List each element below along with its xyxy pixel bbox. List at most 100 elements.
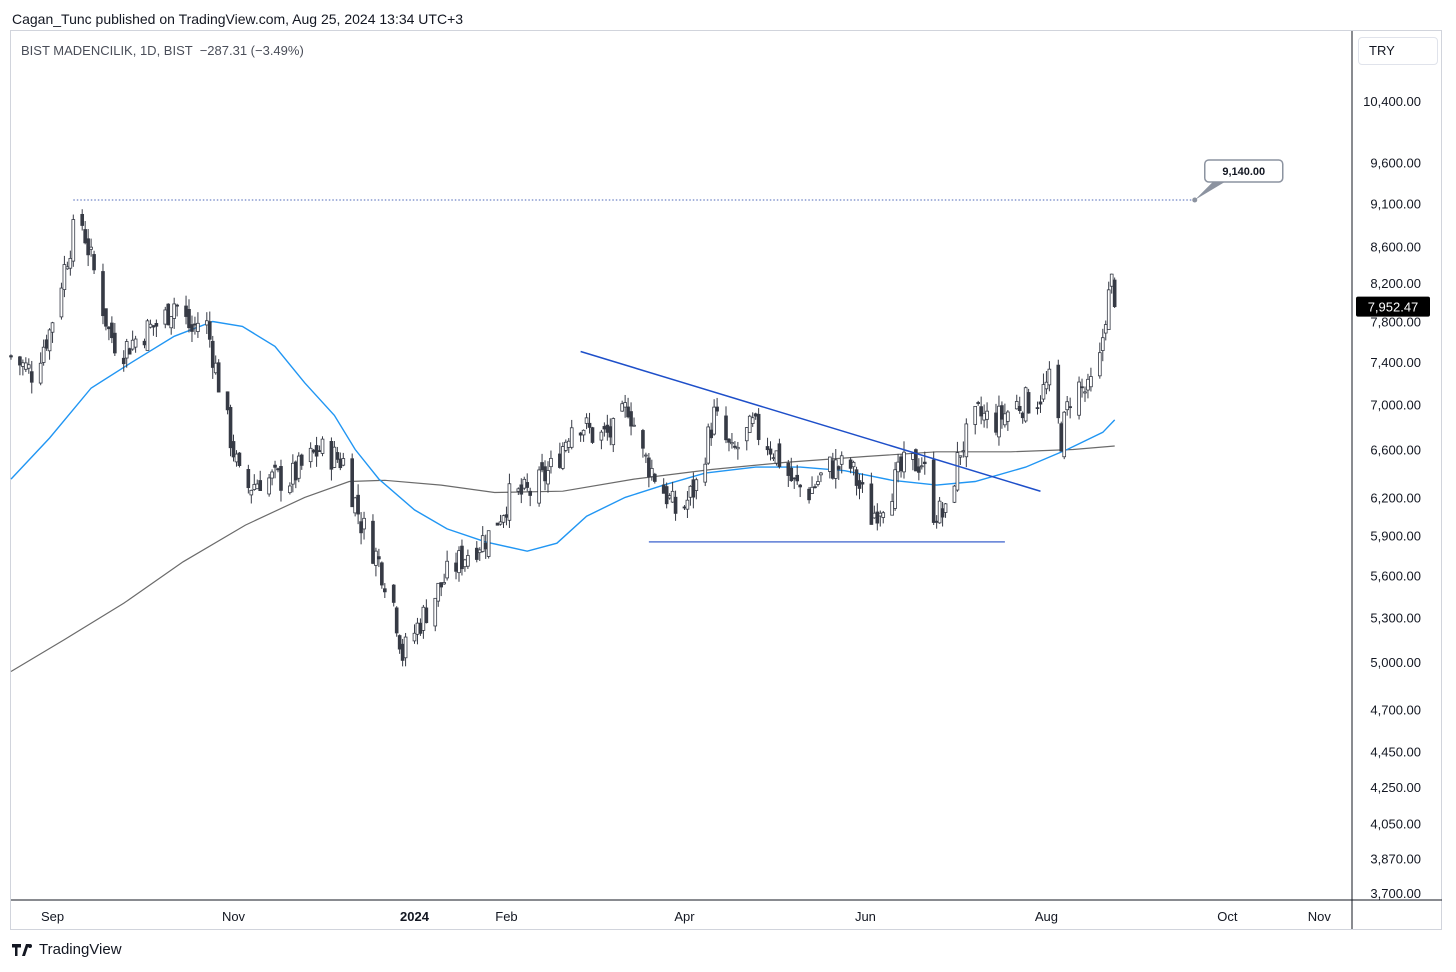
candle-body [124,341,129,359]
candle [857,474,862,500]
candle [400,638,405,667]
candle [854,466,859,496]
candle-body [424,607,429,624]
candle [483,534,488,559]
candle [920,457,924,470]
candle-body [341,458,346,466]
candle-body [329,441,334,470]
candle-body [982,412,986,421]
candle [391,584,396,607]
candle-body [795,474,800,482]
candle-body [902,451,906,473]
brand-label: TradingView [39,941,122,958]
currency-selector[interactable]: TRY [1358,37,1438,65]
candle-body [29,371,34,383]
candle [172,297,176,329]
candle-body [187,308,191,329]
candle-body [86,238,90,256]
candle-body [362,517,366,530]
candle [454,552,458,580]
candle [457,546,461,582]
candle-body [231,441,236,458]
candle-body [997,405,1001,438]
candle-body [626,406,630,418]
candle [276,467,280,473]
candle-body [943,503,948,513]
candle [68,250,73,276]
candle [1056,359,1061,424]
candle-body [148,323,153,328]
candle [961,441,966,458]
candle-body [207,321,212,340]
candle [584,413,589,430]
candle-body [917,466,921,473]
candle [279,459,283,502]
candle [38,352,43,386]
candle-body [403,636,408,659]
candle [44,334,49,351]
candle-body [839,455,844,465]
x-tick-label: 2024 [400,909,430,924]
candle [418,618,423,636]
candle-body [744,427,749,442]
candle-body [252,484,257,490]
candle-body [151,325,156,328]
symbol-legend: BIST MADENCILIK, 1D, BIST −287.31 (−3.49… [21,43,304,58]
candle [474,541,479,563]
candle-body [519,484,524,495]
candle [623,394,627,418]
candle [362,511,366,540]
candle-body [733,445,737,448]
last-price-label: 7,952.47 [1368,300,1419,315]
candle-body [703,463,708,483]
y-tick-label: 9,100.00 [1370,196,1421,211]
candle [21,359,25,376]
candle [356,484,360,525]
candle-body [828,456,832,472]
candle [774,450,779,466]
candle [896,453,900,483]
candle [121,350,126,372]
candle [1083,386,1087,402]
candle [501,514,506,528]
candle-body [317,450,322,452]
candle-body [810,486,814,494]
y-tick-label: 9,600.00 [1370,155,1421,170]
candle [810,476,814,494]
candle [308,442,313,468]
candle-body [359,521,363,534]
candle [47,328,52,360]
candle-body [979,406,983,417]
candle [113,322,117,356]
candle-body [934,520,939,523]
candle-body [483,542,488,550]
candle-body [21,362,25,367]
candle [786,459,791,487]
candle-body [83,229,87,244]
y-tick-label: 4,450.00 [1370,745,1421,760]
candle [169,316,174,335]
candle-body [127,348,132,355]
candle [50,321,55,343]
candle [498,514,503,526]
y-tick-label: 7,400.00 [1370,355,1421,370]
candle-body [18,356,22,366]
candle-body [623,402,627,408]
candle [65,261,70,270]
candle [730,432,734,449]
candle [561,442,565,471]
candle-body [587,422,592,428]
candle-body [647,457,651,478]
candle-body [121,357,126,365]
candle [914,448,918,472]
candle [828,456,832,479]
candle-body [872,512,877,519]
candle-body [133,338,138,348]
candle [673,490,678,521]
candle [795,464,800,485]
candle [632,417,636,427]
candle [647,453,651,488]
candle-body [558,453,562,468]
candle [798,483,802,498]
